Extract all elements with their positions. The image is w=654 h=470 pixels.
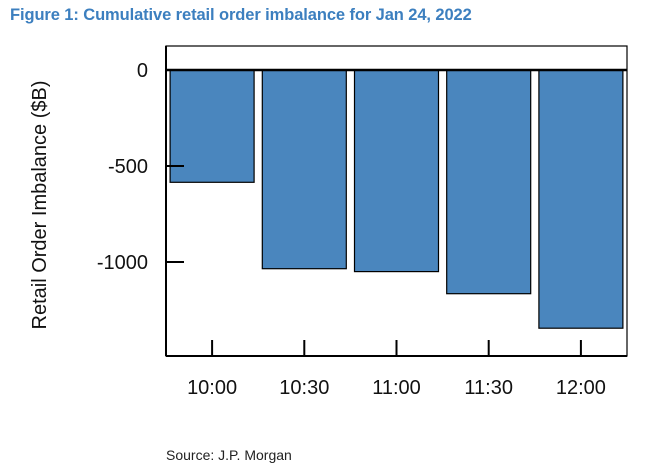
- bar-1100: [353, 69, 440, 273]
- bar-1200: [538, 69, 624, 329]
- y-axis: 0 -500 -1000: [97, 60, 184, 274]
- bar-1030: [261, 69, 347, 270]
- bar-chart: 0 -500 -1000 10:00 10:30 11:00 11:30 12:00 Ret…: [29, 45, 628, 399]
- x-tick-label: 12:00: [556, 377, 606, 399]
- source-note: Source: J.P. Morgan: [166, 447, 292, 463]
- y-tick-label: -1000: [97, 252, 148, 274]
- x-tick-label: 10:00: [187, 377, 237, 399]
- x-tick-label: 10:30: [279, 377, 329, 399]
- y-tick-label: -500: [108, 156, 148, 178]
- x-tick-label: 11:30: [464, 377, 513, 399]
- bar-1000: [169, 69, 255, 183]
- x-axis: 10:00 10:30 11:00 11:30 12:00: [187, 340, 606, 399]
- y-axis-title: Retail Order Imbalance ($B): [29, 81, 51, 330]
- y-tick-label: 0: [137, 60, 148, 82]
- x-tick-label: 11:00: [372, 377, 421, 399]
- figure-title: Figure 1: Cumulative retail order imbala…: [10, 6, 472, 24]
- bar-1130: [446, 69, 532, 295]
- bars-group: [166, 68, 627, 329]
